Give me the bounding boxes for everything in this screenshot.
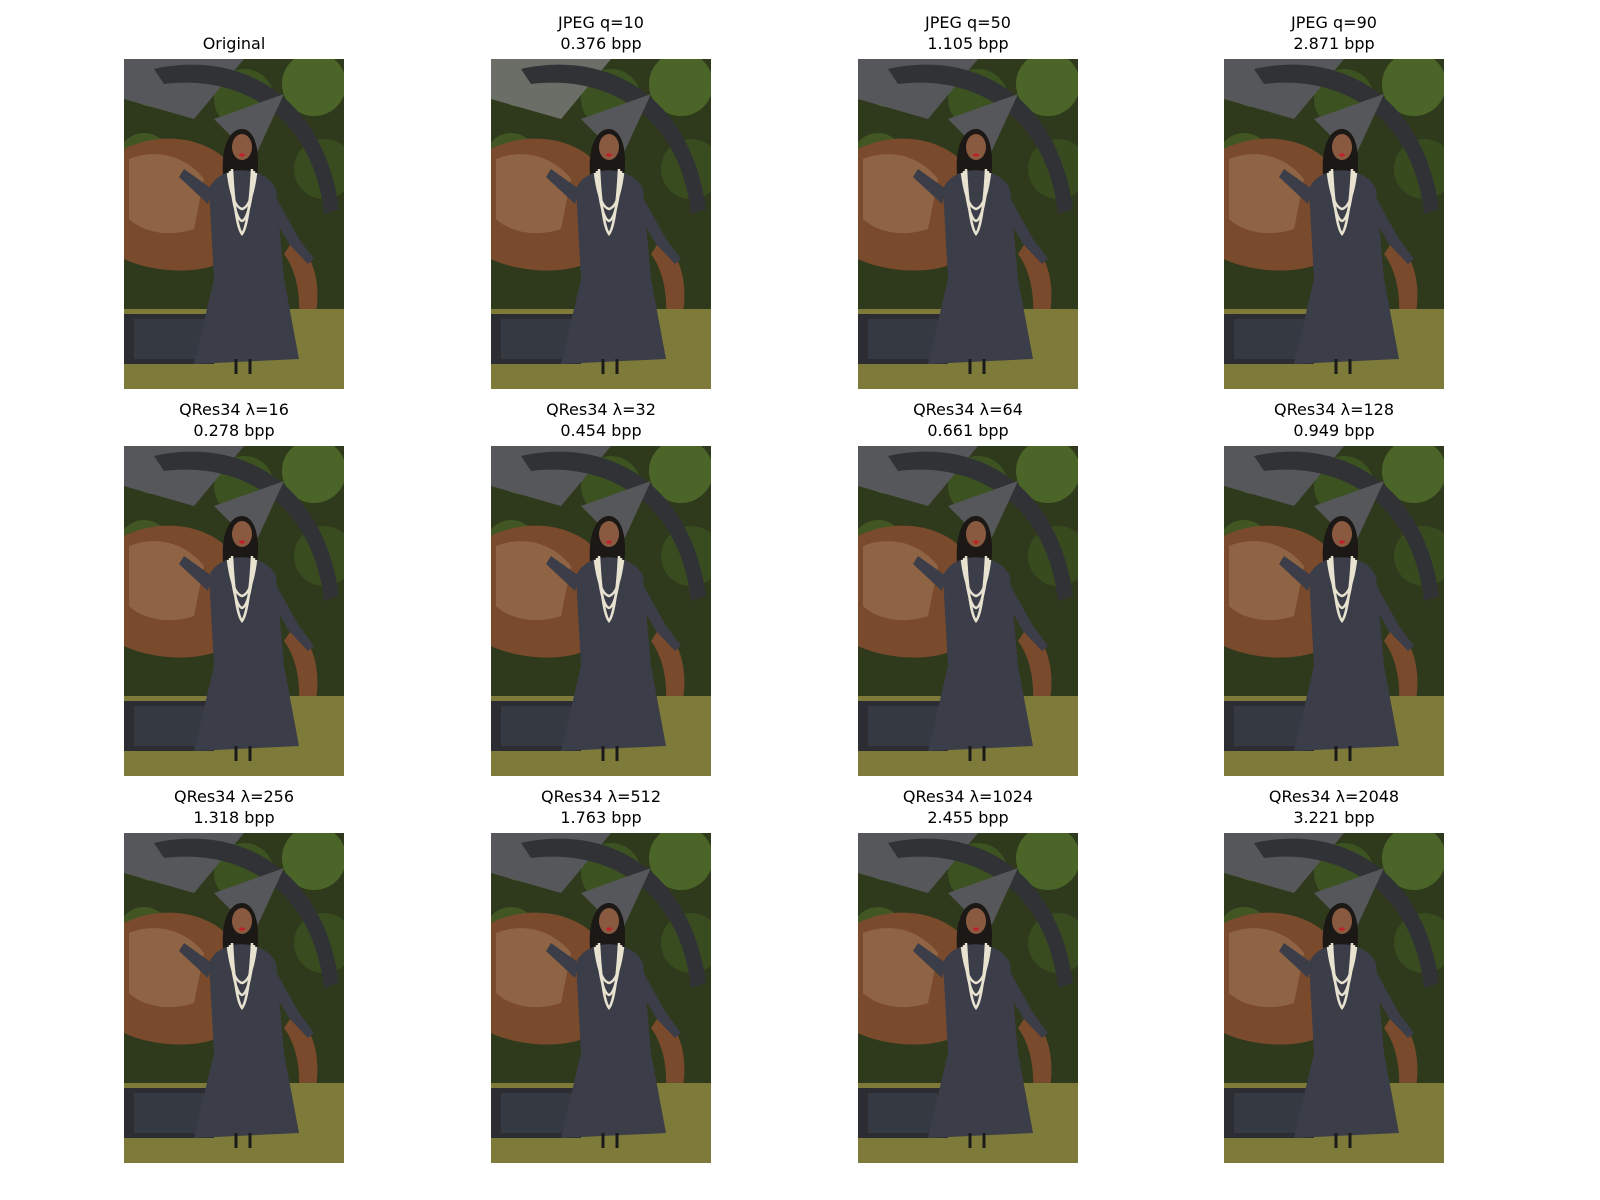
panel-title: JPEG q=50 1.105 bpp bbox=[838, 12, 1098, 54]
panel-title: Original bbox=[104, 33, 364, 54]
panel-title: QRes34 λ=64 0.661 bpp bbox=[838, 399, 1098, 441]
panel-title-line: QRes34 λ=16 bbox=[179, 400, 289, 419]
photo-scene bbox=[1224, 446, 1444, 776]
photo-scene bbox=[1224, 59, 1444, 389]
panel-5: QRes34 λ=16 0.278 bpp bbox=[104, 387, 364, 776]
panel-title: JPEG q=90 2.871 bpp bbox=[1204, 12, 1464, 54]
panel-2: JPEG q=10 0.376 bpp bbox=[471, 0, 731, 389]
photo bbox=[491, 446, 711, 776]
photo-scene bbox=[491, 446, 711, 776]
panel-7: QRes34 λ=64 0.661 bpp bbox=[838, 387, 1098, 776]
panel-title: QRes34 λ=32 0.454 bpp bbox=[471, 399, 731, 441]
panel-bpp: 1.105 bpp bbox=[927, 34, 1009, 53]
panel-title-line: QRes34 λ=128 bbox=[1273, 400, 1395, 419]
panel-1: Original bbox=[104, 0, 364, 389]
panel-bpp: 0.661 bpp bbox=[927, 421, 1009, 440]
photo bbox=[491, 833, 711, 1163]
photo bbox=[858, 833, 1078, 1163]
panel-title: QRes34 λ=512 1.763 bpp bbox=[471, 786, 731, 828]
panel-title: QRes34 λ=128 0.949 bpp bbox=[1204, 399, 1464, 441]
panel-bpp: 2.871 bpp bbox=[1293, 34, 1375, 53]
photo-scene bbox=[124, 833, 344, 1163]
panel-title: QRes34 λ=2048 3.221 bpp bbox=[1204, 786, 1464, 828]
photo-scene bbox=[124, 59, 344, 389]
panel-11: QRes34 λ=1024 2.455 bpp bbox=[838, 774, 1098, 1163]
photo bbox=[124, 59, 344, 389]
photo bbox=[491, 59, 711, 389]
photo bbox=[1224, 59, 1444, 389]
panel-title: QRes34 λ=256 1.318 bpp bbox=[104, 786, 364, 828]
panel-title: QRes34 λ=1024 2.455 bpp bbox=[838, 786, 1098, 828]
photo-scene bbox=[858, 59, 1078, 389]
photo bbox=[858, 446, 1078, 776]
panel-title-line: QRes34 λ=64 bbox=[913, 400, 1023, 419]
panel-title-line: QRes34 λ=256 bbox=[173, 787, 295, 806]
photo-scene bbox=[858, 446, 1078, 776]
panel-12: QRes34 λ=2048 3.221 bpp bbox=[1204, 774, 1464, 1163]
panel-title-line: JPEG q=50 bbox=[925, 13, 1011, 32]
panel-8: QRes34 λ=128 0.949 bpp bbox=[1204, 387, 1464, 776]
panel-title-line: QRes34 λ=2048 bbox=[1268, 787, 1400, 806]
photo bbox=[858, 59, 1078, 389]
panel-bpp: 0.278 bpp bbox=[193, 421, 275, 440]
panel-bpp: 0.949 bpp bbox=[1293, 421, 1375, 440]
panel-6: QRes34 λ=32 0.454 bpp bbox=[471, 387, 731, 776]
panel-bpp: 0.376 bpp bbox=[560, 34, 642, 53]
photo bbox=[124, 446, 344, 776]
panel-title-line: Original bbox=[202, 34, 266, 53]
panel-bpp: 2.455 bpp bbox=[927, 808, 1009, 827]
photo bbox=[1224, 833, 1444, 1163]
panel-title-line: QRes34 λ=512 bbox=[540, 787, 662, 806]
panel-bpp: 1.763 bpp bbox=[560, 808, 642, 827]
panel-title-line: JPEG q=90 bbox=[1291, 13, 1377, 32]
photo-scene bbox=[491, 59, 711, 389]
panel-title-line: QRes34 λ=1024 bbox=[902, 787, 1034, 806]
panel-3: JPEG q=50 1.105 bpp bbox=[838, 0, 1098, 389]
panel-bpp: 1.318 bpp bbox=[193, 808, 275, 827]
panel-10: QRes34 λ=512 1.763 bpp bbox=[471, 774, 731, 1163]
photo-scene bbox=[491, 833, 711, 1163]
panel-title: JPEG q=10 0.376 bpp bbox=[471, 12, 731, 54]
panel-9: QRes34 λ=256 1.318 bpp bbox=[104, 774, 364, 1163]
panel-4: JPEG q=90 2.871 bpp bbox=[1204, 0, 1464, 389]
photo-scene bbox=[124, 446, 344, 776]
photo bbox=[124, 833, 344, 1163]
photo-scene bbox=[858, 833, 1078, 1163]
photo-scene bbox=[1224, 833, 1444, 1163]
photo bbox=[1224, 446, 1444, 776]
panel-bpp: 3.221 bpp bbox=[1293, 808, 1375, 827]
panel-title-line: QRes34 λ=32 bbox=[546, 400, 656, 419]
panel-title: QRes34 λ=16 0.278 bpp bbox=[104, 399, 364, 441]
panel-title-line: JPEG q=10 bbox=[558, 13, 644, 32]
panel-bpp: 0.454 bpp bbox=[560, 421, 642, 440]
